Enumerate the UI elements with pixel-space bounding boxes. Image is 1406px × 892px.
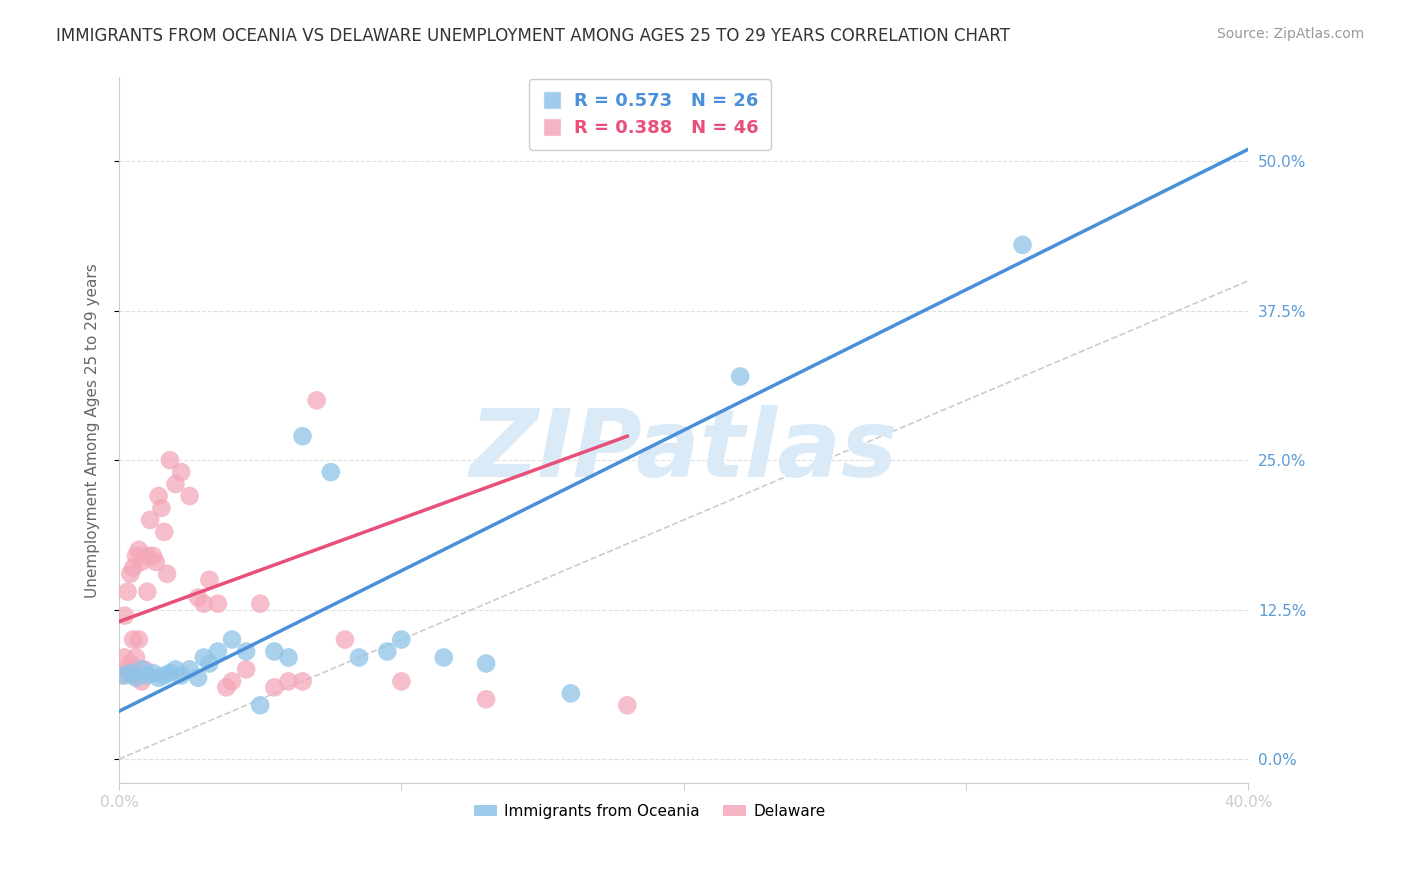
Point bbox=[159, 453, 181, 467]
Point bbox=[122, 561, 145, 575]
Point bbox=[560, 686, 582, 700]
Point bbox=[131, 674, 153, 689]
Point bbox=[125, 671, 148, 685]
Point bbox=[150, 500, 173, 515]
Point bbox=[122, 668, 145, 682]
Point bbox=[125, 650, 148, 665]
Point bbox=[263, 681, 285, 695]
Point bbox=[389, 674, 412, 689]
Point bbox=[249, 698, 271, 713]
Point bbox=[131, 662, 153, 676]
Point bbox=[1011, 238, 1033, 252]
Point bbox=[165, 477, 187, 491]
Point bbox=[207, 644, 229, 658]
Point bbox=[128, 542, 150, 557]
Point bbox=[165, 662, 187, 676]
Point bbox=[117, 662, 139, 676]
Point bbox=[125, 549, 148, 563]
Point bbox=[170, 465, 193, 479]
Point bbox=[142, 549, 165, 563]
Point bbox=[179, 489, 201, 503]
Point bbox=[156, 566, 179, 581]
Point bbox=[145, 555, 167, 569]
Point bbox=[120, 666, 142, 681]
Point bbox=[148, 489, 170, 503]
Point bbox=[193, 597, 215, 611]
Point bbox=[235, 644, 257, 658]
Point bbox=[111, 668, 134, 682]
Point bbox=[475, 657, 498, 671]
Point bbox=[475, 692, 498, 706]
Point bbox=[389, 632, 412, 647]
Point bbox=[153, 668, 176, 682]
Point bbox=[187, 591, 209, 605]
Point bbox=[207, 597, 229, 611]
Point bbox=[120, 566, 142, 581]
Point bbox=[728, 369, 751, 384]
Point bbox=[291, 429, 314, 443]
Point bbox=[291, 674, 314, 689]
Text: ZIPatlas: ZIPatlas bbox=[470, 405, 898, 498]
Point bbox=[114, 650, 136, 665]
Point bbox=[117, 584, 139, 599]
Point bbox=[136, 668, 159, 682]
Point bbox=[179, 662, 201, 676]
Point bbox=[153, 524, 176, 539]
Point bbox=[139, 513, 162, 527]
Point bbox=[215, 681, 238, 695]
Point bbox=[134, 662, 156, 676]
Point bbox=[221, 674, 243, 689]
Point bbox=[193, 650, 215, 665]
Point bbox=[249, 597, 271, 611]
Point bbox=[136, 584, 159, 599]
Point bbox=[235, 662, 257, 676]
Text: IMMIGRANTS FROM OCEANIA VS DELAWARE UNEMPLOYMENT AMONG AGES 25 TO 29 YEARS CORRE: IMMIGRANTS FROM OCEANIA VS DELAWARE UNEM… bbox=[56, 27, 1011, 45]
Point bbox=[277, 650, 299, 665]
Point bbox=[170, 668, 193, 682]
Point bbox=[148, 671, 170, 685]
Point bbox=[263, 644, 285, 658]
Y-axis label: Unemployment Among Ages 25 to 29 years: Unemployment Among Ages 25 to 29 years bbox=[86, 263, 100, 598]
Point bbox=[198, 657, 221, 671]
Point bbox=[120, 657, 142, 671]
Point bbox=[333, 632, 356, 647]
Point bbox=[305, 393, 328, 408]
Point bbox=[221, 632, 243, 647]
Point bbox=[277, 674, 299, 689]
Point bbox=[131, 555, 153, 569]
Point bbox=[159, 666, 181, 681]
Point bbox=[616, 698, 638, 713]
Point bbox=[142, 666, 165, 681]
Legend: Immigrants from Oceania, Delaware: Immigrants from Oceania, Delaware bbox=[468, 797, 832, 825]
Point bbox=[319, 465, 342, 479]
Point bbox=[128, 632, 150, 647]
Point bbox=[136, 549, 159, 563]
Point bbox=[347, 650, 370, 665]
Point bbox=[114, 608, 136, 623]
Point bbox=[198, 573, 221, 587]
Point bbox=[375, 644, 398, 658]
Point bbox=[122, 632, 145, 647]
Point bbox=[187, 671, 209, 685]
Point bbox=[114, 668, 136, 682]
Point bbox=[433, 650, 456, 665]
Text: Source: ZipAtlas.com: Source: ZipAtlas.com bbox=[1216, 27, 1364, 41]
